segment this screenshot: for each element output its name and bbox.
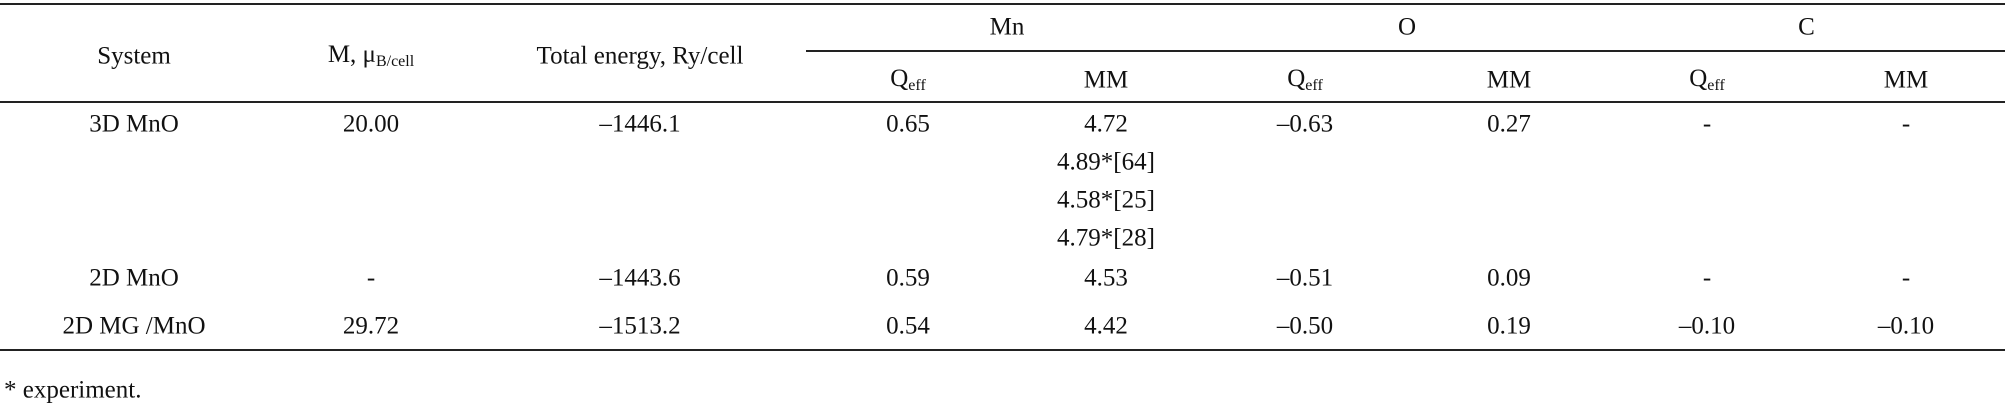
header-cell: System (97, 42, 171, 70)
table-cell: –1513.2 (599, 312, 681, 340)
table-cell: 3D MnO (89, 110, 179, 138)
table-cell: 4.53 (1084, 264, 1128, 292)
table-cell: –0.10 (1877, 312, 1935, 340)
table-cell: 29.72 (342, 312, 400, 340)
table-cell: - (1901, 110, 1911, 138)
table-cell: –0.63 (1276, 110, 1334, 138)
group-header: Mn (989, 13, 1025, 41)
group-rule (806, 50, 2005, 52)
table-cell: 4.42 (1084, 312, 1128, 340)
table-cell: 2D MnO (89, 264, 179, 292)
table-cell: - (1702, 264, 1712, 292)
footnote: * experiment. (4, 376, 142, 404)
table-cell: 0.59 (886, 264, 930, 292)
bottom-rule (0, 349, 2005, 351)
table-cell: - (366, 264, 376, 292)
subheader-cell: MM (1486, 66, 1532, 94)
table-cell: 0.65 (886, 110, 930, 138)
table-cell: 0.27 (1487, 110, 1531, 138)
table-cell: 0.19 (1487, 312, 1531, 340)
subheader-cell: MM (1883, 66, 1929, 94)
table-cell: 0.54 (886, 312, 930, 340)
table-cell: 4.72 (1084, 110, 1128, 138)
subheader-cell: Qeff (1287, 65, 1323, 94)
subheader-cell: Qeff (1689, 65, 1725, 94)
table-cell: –0.10 (1678, 312, 1736, 340)
group-header: C (1798, 13, 1815, 41)
table-cell: –1443.6 (599, 264, 681, 292)
table-cell: 4.89*[64] (1057, 148, 1155, 176)
table-cell: 4.79*[28] (1057, 224, 1155, 252)
table-cell: –1446.1 (599, 110, 681, 138)
table-cell: –0.51 (1276, 264, 1334, 292)
group-header: O (1397, 13, 1417, 41)
table-cell: - (1702, 110, 1712, 138)
table-cell: 4.58*[25] (1057, 186, 1155, 214)
table-cell: –0.50 (1276, 312, 1334, 340)
subheader-cell: MM (1083, 66, 1129, 94)
top-rule (0, 3, 2005, 5)
table-cell: - (1901, 264, 1911, 292)
header-rule (0, 101, 2005, 103)
header-cell: M, μB/cell (327, 41, 415, 70)
table-cell: 2D MG /MnO (62, 312, 206, 340)
table-cell: 20.00 (342, 110, 400, 138)
table-cell: 0.09 (1487, 264, 1531, 292)
header-cell: Total energy, Ry/cell (536, 42, 744, 70)
subheader-cell: Qeff (890, 65, 926, 94)
